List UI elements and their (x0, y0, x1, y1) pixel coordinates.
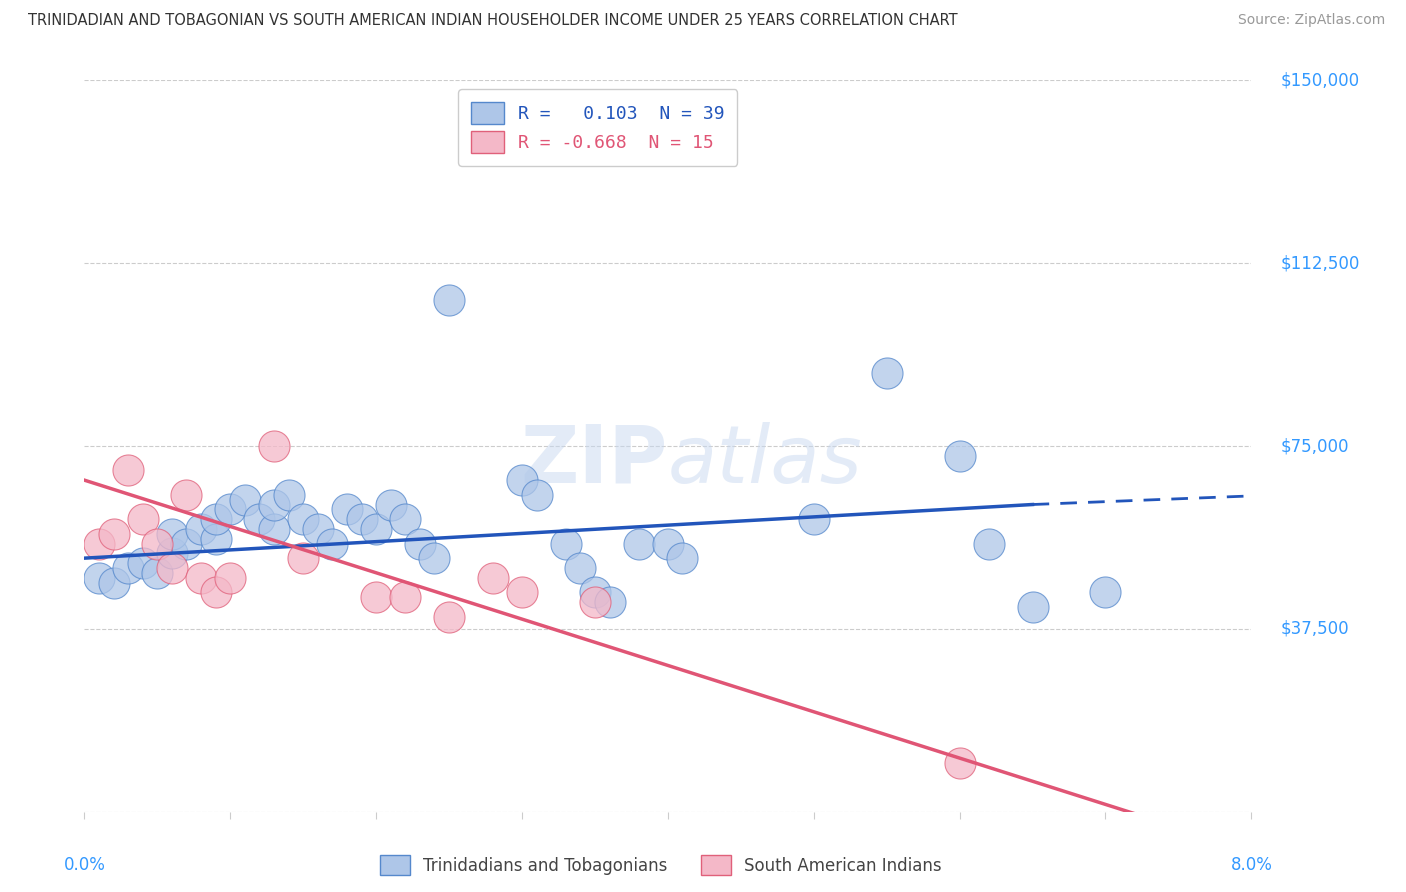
Text: $75,000: $75,000 (1281, 437, 1348, 455)
Point (554, 536, 576, 550)
Point (233, 492, 256, 507)
Point (366, 590, 388, 604)
Point (657, 536, 679, 550)
Point (437, 609, 460, 624)
Point (277, 488, 299, 502)
Point (307, 522, 329, 536)
Point (394, 590, 416, 604)
Point (292, 512, 315, 526)
Point (437, 293, 460, 307)
Text: Source: ZipAtlas.com: Source: ZipAtlas.com (1237, 13, 1385, 28)
Point (949, 756, 972, 770)
Point (103, 526, 125, 541)
Point (103, 575, 125, 590)
Point (394, 512, 416, 526)
Point (204, 532, 226, 546)
Point (876, 366, 898, 380)
Text: $37,500: $37,500 (1281, 620, 1350, 638)
Point (132, 556, 155, 570)
Text: ZIP: ZIP (520, 422, 668, 500)
Point (599, 595, 621, 609)
Text: atlas: atlas (668, 422, 863, 500)
Point (160, 546, 183, 560)
Point (423, 551, 446, 566)
Point (132, 512, 155, 526)
Point (146, 566, 169, 580)
Point (321, 536, 343, 550)
Point (176, 488, 198, 502)
Point (263, 522, 285, 536)
Point (510, 473, 533, 487)
Point (1021, 599, 1043, 614)
Point (481, 571, 505, 585)
Point (409, 536, 432, 550)
Point (160, 526, 183, 541)
Point (803, 512, 825, 526)
Point (219, 502, 242, 516)
Point (671, 551, 693, 566)
Text: TRINIDADIAN AND TOBAGONIAN VS SOUTH AMERICAN INDIAN HOUSEHOLDER INCOME UNDER 25 : TRINIDADIAN AND TOBAGONIAN VS SOUTH AMER… (28, 13, 957, 29)
Text: $150,000: $150,000 (1281, 71, 1360, 89)
Point (204, 585, 226, 599)
Point (1094, 585, 1116, 599)
Point (263, 498, 285, 512)
Point (176, 536, 198, 550)
Legend: R =   0.103  N = 39, R = -0.668  N = 15: R = 0.103 N = 39, R = -0.668 N = 15 (458, 89, 737, 166)
Point (190, 522, 212, 536)
Legend: Trinidadians and Tobagonians, South American Indians: Trinidadians and Tobagonians, South Amer… (373, 848, 949, 882)
Point (949, 449, 972, 463)
Point (87, 571, 110, 585)
Point (380, 498, 402, 512)
Point (87, 536, 110, 550)
Point (247, 512, 270, 526)
Point (160, 561, 183, 575)
Point (526, 488, 548, 502)
Text: $112,500: $112,500 (1281, 254, 1360, 272)
Point (977, 536, 1000, 550)
Point (627, 536, 650, 550)
Point (583, 585, 606, 599)
Point (190, 571, 212, 585)
Point (146, 536, 169, 550)
Point (292, 551, 315, 566)
Point (263, 439, 285, 453)
Point (510, 585, 533, 599)
Text: 8.0%: 8.0% (1230, 855, 1272, 873)
Text: 0.0%: 0.0% (63, 855, 105, 873)
Point (204, 512, 226, 526)
Point (569, 561, 592, 575)
Point (350, 512, 373, 526)
Point (219, 571, 242, 585)
Point (583, 595, 606, 609)
Point (366, 522, 388, 536)
Point (336, 502, 359, 516)
Point (117, 463, 139, 477)
Point (117, 561, 139, 575)
